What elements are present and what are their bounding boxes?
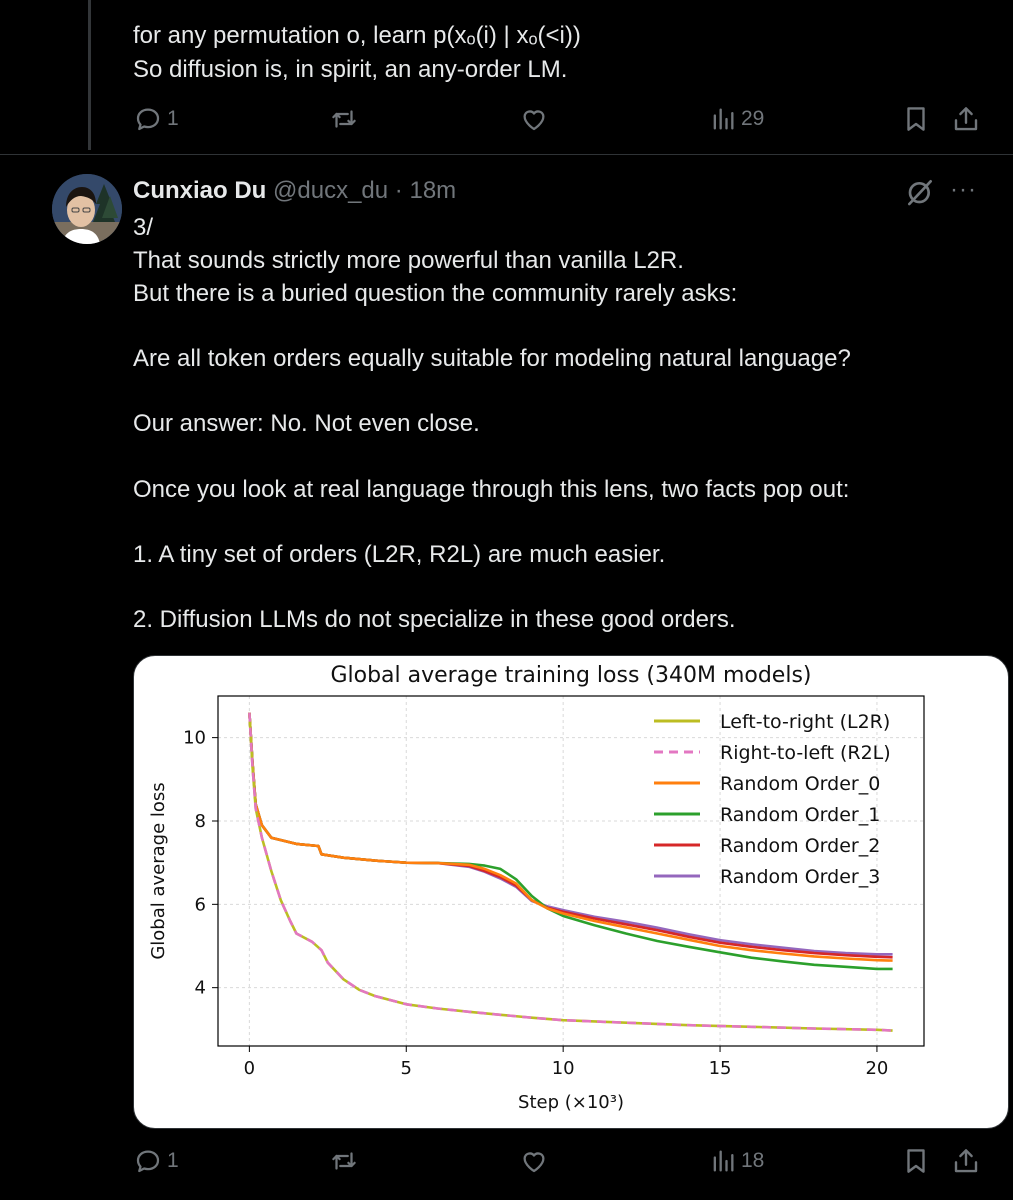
series-line-2 xyxy=(248,712,893,962)
share-button[interactable] xyxy=(951,1146,981,1176)
y-tick-label: 6 xyxy=(195,894,206,915)
legend-label-3: Random Order_1 xyxy=(720,804,880,826)
x-tick-label: 10 xyxy=(552,1058,575,1079)
plot-frame xyxy=(217,695,925,1047)
chart-x-axis-label: Step (×10³) xyxy=(518,1092,624,1113)
tweet-timestamp[interactable]: 18m xyxy=(409,177,457,204)
tweet-actions: 1 18 xyxy=(133,1146,983,1182)
y-tick-label: 10 xyxy=(183,728,206,749)
reply-button[interactable]: 1 xyxy=(133,1146,179,1176)
tweet-line-4: Are all token orders equally suitable fo… xyxy=(133,345,851,372)
legend-label-5: Random Order_3 xyxy=(720,866,880,888)
tweet-line-8: 2. Diffusion LLMs do not specialize in t… xyxy=(133,606,736,633)
chart-grid xyxy=(218,696,924,1046)
tweet-media-chart[interactable]: 0 5 10 15 20 4 6 8 10 Global average training lo… xyxy=(133,655,1009,1129)
reply-icon xyxy=(136,1150,160,1173)
like-button[interactable] xyxy=(519,1146,549,1176)
y-tick-label: 4 xyxy=(195,978,206,999)
more-icon: ··· xyxy=(950,176,977,203)
prev-tweet-actions: 1 29 xyxy=(133,104,983,140)
avatar-photo xyxy=(52,174,122,244)
views-count: 18 xyxy=(741,1149,765,1172)
series-line-1 xyxy=(248,712,893,1032)
tweet-line-3: But there is a buried question the commu… xyxy=(133,280,738,307)
chart-title: Global average training loss (340M model… xyxy=(330,663,811,688)
prev-tweet-line-2: So diffusion is, in spirit, an any-order… xyxy=(133,56,568,83)
views-icon xyxy=(713,108,734,130)
repost-icon xyxy=(332,1152,356,1170)
tweet-line-2: That sounds strictly more powerful than … xyxy=(133,247,684,274)
tweet-header: Cunxiao Du @ducx_du · 18m xyxy=(133,176,456,206)
tweet-line-5: Our answer: No. Not even close. xyxy=(133,410,480,437)
tweet-line-6: Once you look at real language through t… xyxy=(133,476,850,503)
thread-connector-line xyxy=(88,0,91,150)
legend-label-1: Right-to-left (R2L) xyxy=(720,742,891,764)
header-separator: · xyxy=(394,177,403,204)
loss-chart: 0 5 10 15 20 4 6 8 10 Global average training lo… xyxy=(148,663,925,1113)
views-icon xyxy=(713,1150,734,1172)
reply-icon xyxy=(136,108,160,131)
tweet-line-7: 1. A tiny set of orders (L2R, R2L) are m… xyxy=(133,541,666,568)
repost-button[interactable] xyxy=(329,104,359,134)
chart-legend: Left-to-right (L2R) Right-to-left (R2L) Ra… xyxy=(654,711,891,888)
reply-button[interactable]: 1 xyxy=(133,104,179,134)
like-button[interactable] xyxy=(519,104,549,134)
like-icon xyxy=(523,110,545,131)
tweet-line-1: 3/ xyxy=(133,214,154,241)
x-tick-label: 15 xyxy=(709,1058,732,1079)
x-tick-label: 0 xyxy=(244,1058,255,1079)
more-button[interactable]: ··· xyxy=(950,176,977,204)
legend-label-4: Random Order_2 xyxy=(720,835,880,857)
author-name[interactable]: Cunxiao Du xyxy=(133,177,267,204)
bookmark-button[interactable] xyxy=(901,1146,931,1176)
chart-series xyxy=(248,712,893,1032)
avatar[interactable] xyxy=(52,174,122,244)
chart-y-axis-label: Global average loss xyxy=(148,782,169,959)
author-handle[interactable]: @ducx_du xyxy=(273,177,389,204)
views-button[interactable]: 18 xyxy=(709,1146,764,1176)
views-button[interactable]: 29 xyxy=(709,104,764,134)
views-count: 29 xyxy=(741,107,765,130)
tweet-divider xyxy=(0,154,1013,155)
like-icon xyxy=(523,1152,545,1173)
share-button[interactable] xyxy=(951,104,981,134)
legend-label-0: Left-to-right (L2R) xyxy=(720,711,890,733)
reply-count: 1 xyxy=(167,107,179,130)
x-tick-label: 5 xyxy=(401,1058,412,1079)
reply-count: 1 xyxy=(167,1149,179,1172)
bookmark-icon xyxy=(907,107,925,131)
chart-ticks: 0 5 10 15 20 4 6 8 10 xyxy=(183,728,888,1079)
grok-icon xyxy=(908,180,932,206)
x-tick-label: 20 xyxy=(865,1058,888,1079)
bookmark-icon xyxy=(907,1149,925,1173)
bookmark-button[interactable] xyxy=(901,104,931,134)
repost-button[interactable] xyxy=(329,1146,359,1176)
grok-button[interactable] xyxy=(903,176,937,213)
prev-tweet-line-1: for any permutation o, learn p(xₒ(i) | x… xyxy=(133,22,581,49)
y-tick-label: 8 xyxy=(195,811,206,832)
repost-icon xyxy=(332,110,356,128)
share-icon xyxy=(954,1149,978,1173)
legend-label-2: Random Order_0 xyxy=(720,773,880,795)
share-icon xyxy=(954,107,978,131)
